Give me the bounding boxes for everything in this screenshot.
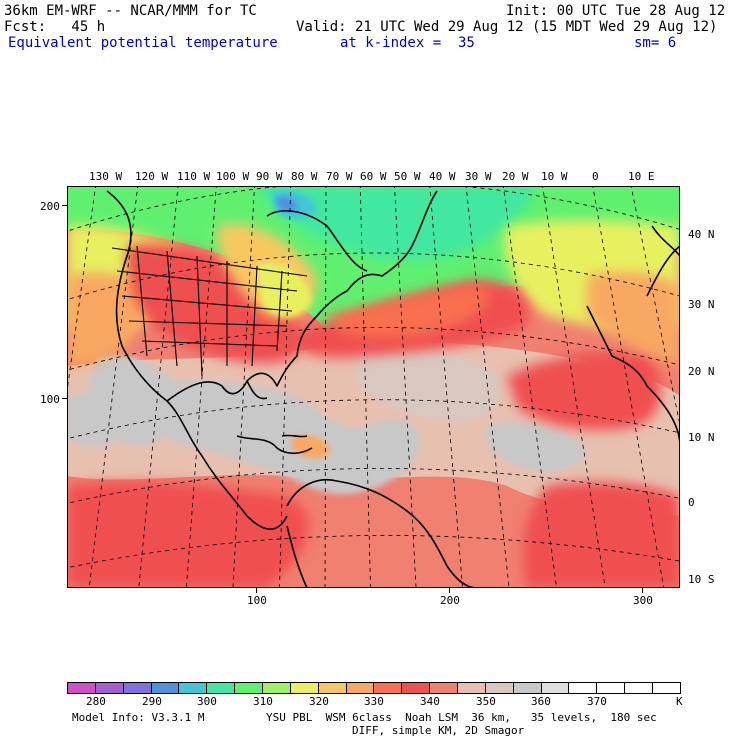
grid-y-label: 200 — [40, 200, 60, 213]
shade-grey-west — [67, 395, 127, 446]
colorbar — [67, 682, 681, 694]
forecast-hour: Fcst: 45 h — [4, 19, 106, 35]
shade-front-orange — [327, 286, 489, 338]
colorbar-swatch — [653, 683, 680, 693]
init-time: Init: 00 UTC Tue 28 Aug 12 — [506, 3, 726, 19]
colorbar-label: 320 — [309, 695, 329, 708]
x-tick — [256, 587, 257, 593]
colorbar-label: 340 — [420, 695, 440, 708]
lon-label: 110 W — [177, 170, 211, 183]
shade-east-red — [507, 352, 661, 430]
colorbar-swatch — [179, 683, 208, 693]
level-info: at k-index = 35 — [340, 35, 475, 51]
colorbar-swatch — [458, 683, 486, 693]
colorbar-swatch — [569, 683, 598, 693]
field-name: Equivalent potential temperature — [8, 35, 278, 51]
colorbar-swatch — [95, 683, 124, 693]
colorbar-swatch — [263, 683, 291, 693]
field-shading — [67, 186, 680, 588]
colorbar-label: 300 — [197, 695, 217, 708]
lat-label: 40 N — [688, 228, 715, 241]
coastlines — [106, 190, 680, 588]
lat-label: 10 S — [688, 573, 715, 586]
physics-info: YSU PBL WSM 6class Noah LSM 36 km, 35 le… — [266, 711, 657, 724]
colorbar-swatch — [346, 683, 375, 693]
lon-label: 70 W — [326, 170, 353, 183]
lon-label: 80 W — [291, 170, 318, 183]
shade-teal — [257, 186, 537, 260]
colorbar-swatch — [625, 683, 654, 693]
lon-label: 30 W — [465, 170, 492, 183]
colorbar-swatch — [123, 683, 152, 693]
colorbar-label: 350 — [476, 695, 496, 708]
shade-grey-midatl — [485, 422, 587, 471]
colorbar-swatch — [290, 683, 319, 693]
lon-label: 120 W — [135, 170, 169, 183]
model-title: 36km EM-WRF -- NCAR/MMM for TC — [4, 3, 257, 19]
colorbar-swatch — [541, 683, 570, 693]
grid-y-label: 100 — [40, 393, 60, 406]
colorbar-label: 310 — [253, 695, 273, 708]
theta-e-map — [67, 186, 680, 588]
colorbar-swatch — [485, 683, 514, 693]
colorbar-swatch — [207, 683, 236, 693]
shade-orange-west — [67, 272, 147, 366]
colorbar-swatch — [68, 683, 96, 693]
colorbar-swatch — [597, 683, 626, 693]
x-tick — [642, 587, 643, 593]
shade-southeast-red — [523, 481, 680, 588]
colorbar-unit: K — [676, 695, 683, 708]
shade-grey-caribbean — [144, 380, 420, 495]
y-tick — [62, 205, 68, 206]
lon-label: 10 E — [628, 170, 655, 183]
colorbar-label: 360 — [531, 695, 551, 708]
y-tick — [62, 398, 68, 399]
state-boundaries — [111, 245, 308, 377]
graticule — [67, 186, 680, 588]
colorbar-swatch — [402, 683, 431, 693]
lon-label: 10 W — [541, 170, 568, 183]
valid-time: Valid: 21 UTC Wed 29 Aug 12 (15 MDT Wed … — [296, 19, 718, 35]
colorbar-label: 290 — [142, 695, 162, 708]
colorbar-swatch — [318, 683, 347, 693]
lat-label: 20 N — [688, 365, 715, 378]
colorbar-swatch — [513, 683, 542, 693]
shade-green — [67, 186, 680, 331]
grid-x-label: 200 — [440, 594, 460, 607]
lat-label: 30 N — [688, 298, 715, 311]
colorbar-label: 370 — [587, 695, 607, 708]
colorbar-label: 330 — [364, 695, 384, 708]
lon-label: 20 W — [502, 170, 529, 183]
smoothing-info: sm= 6 — [634, 35, 677, 51]
colorbar-swatch — [374, 683, 403, 693]
grid-x-label: 300 — [633, 594, 653, 607]
diffusion-info: DIFF, simple KM, 2D Smagor — [352, 724, 525, 737]
lat-label: 0 — [688, 496, 695, 509]
shade-orange-east — [587, 271, 680, 366]
lat-label: 10 N — [688, 431, 715, 444]
shade-blue — [277, 196, 298, 212]
colorbar-swatch — [235, 683, 264, 693]
colorbar-swatch — [430, 683, 459, 693]
lon-label: 0 — [592, 170, 599, 183]
lon-label: 90 W — [256, 170, 283, 183]
map-frame — [67, 186, 680, 588]
lon-label: 100 W — [216, 170, 250, 183]
lon-label: 60 W — [360, 170, 387, 183]
shade-south-red — [67, 481, 309, 588]
shade-grey-atlantic — [357, 351, 500, 422]
lon-label: 40 W — [429, 170, 456, 183]
colorbar-label: 280 — [86, 695, 106, 708]
lon-label: 50 W — [394, 170, 421, 183]
model-info: Model Info: V3.3.1 M — [72, 711, 205, 724]
lon-label: 130 W — [89, 170, 123, 183]
grid-x-label: 100 — [247, 594, 267, 607]
colorbar-swatch — [151, 683, 180, 693]
x-tick — [449, 587, 450, 593]
